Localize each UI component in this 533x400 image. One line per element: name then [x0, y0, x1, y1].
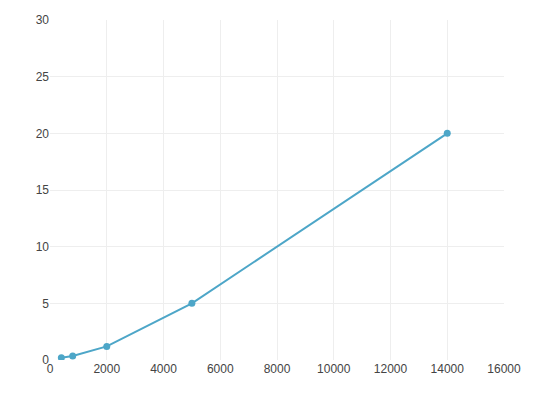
svg-text:10: 10	[36, 240, 50, 254]
svg-text:0: 0	[42, 353, 49, 367]
svg-text:30: 30	[36, 13, 50, 27]
svg-text:2000: 2000	[93, 362, 120, 376]
svg-text:5: 5	[42, 297, 49, 311]
svg-text:20: 20	[36, 127, 50, 141]
svg-text:10000: 10000	[317, 362, 351, 376]
svg-text:16000: 16000	[487, 362, 521, 376]
svg-text:0: 0	[47, 362, 54, 376]
svg-text:6000: 6000	[207, 362, 234, 376]
svg-text:8000: 8000	[264, 362, 291, 376]
svg-text:4000: 4000	[150, 362, 177, 376]
svg-text:14000: 14000	[431, 362, 465, 376]
svg-text:25: 25	[36, 70, 50, 84]
svg-text:12000: 12000	[374, 362, 408, 376]
svg-text:15: 15	[36, 183, 50, 197]
